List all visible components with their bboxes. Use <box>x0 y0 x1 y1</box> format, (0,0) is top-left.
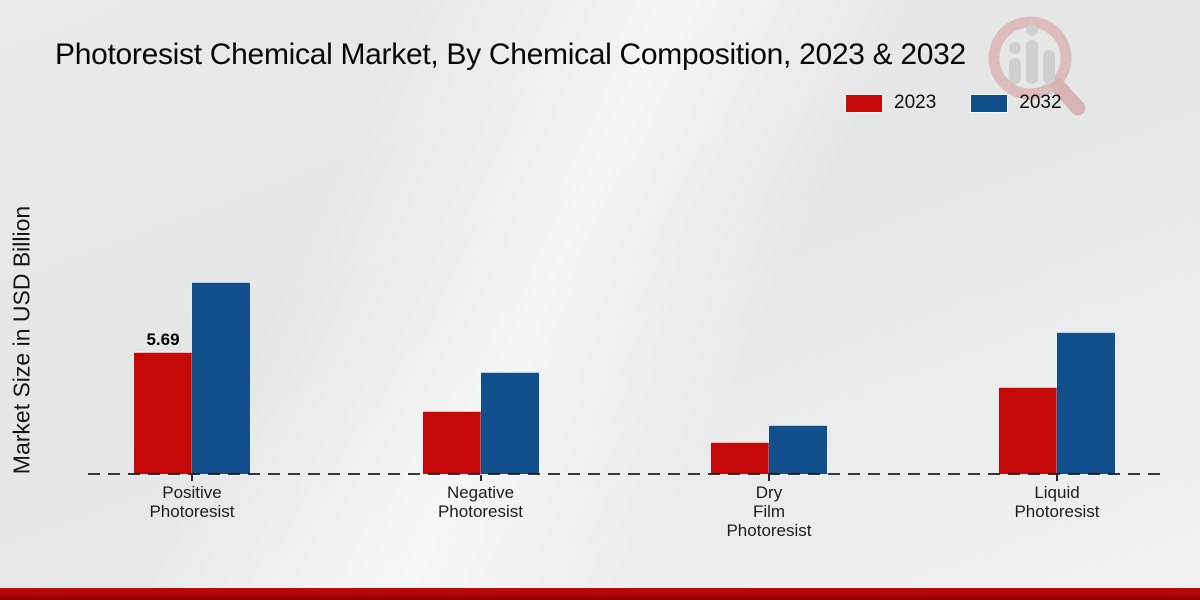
chart-title: Photoresist Chemical Market, By Chemical… <box>55 38 966 71</box>
footer-red-strip <box>0 588 1200 600</box>
x-axis-tick-liquid-photoresist <box>1056 475 1058 481</box>
legend-swatch-2032 <box>970 93 1009 113</box>
legend-swatch-2023 <box>845 93 883 113</box>
bar-2032-negative-photoresist <box>480 372 539 474</box>
bar-group-dry-film-photoresist <box>711 425 827 474</box>
bar-2023-negative-photoresist <box>422 411 481 474</box>
x-axis-tick-dry-film-photoresist <box>768 475 770 481</box>
bar-2023-positive-photoresist <box>134 352 192 474</box>
x-axis-label-dry-film-photoresist: Dry Film Photoresist <box>726 483 812 540</box>
x-axis-label-negative-photoresist: Negative Photoresist <box>437 483 524 521</box>
y-axis-label: Market Size in USD Billion <box>8 205 35 475</box>
x-axis-label-liquid-photoresist: Liquid Photoresist <box>1014 483 1100 521</box>
bar-value-label: 5.69 <box>146 330 180 349</box>
bar-2023-dry-film-photoresist <box>711 442 769 474</box>
legend-item-2032: 2032 <box>970 92 1062 114</box>
bar-2023-liquid-photoresist <box>999 387 1057 474</box>
x-axis-tick-negative-photoresist <box>479 475 482 481</box>
legend-label-2023: 2023 <box>894 92 937 113</box>
bar-2032-dry-film-photoresist <box>769 425 827 474</box>
legend: 2023 2032 <box>845 92 1062 114</box>
bar-2032-positive-photoresist <box>192 282 250 474</box>
bar-group-liquid-photoresist <box>999 332 1115 474</box>
zero-baseline <box>88 473 1168 475</box>
watermark-magnifier-chart-logo-icon <box>988 16 1086 116</box>
x-axis-label-positive-photoresist: Positive Photoresist <box>149 483 235 521</box>
legend-label-2032: 2032 <box>1019 92 1062 113</box>
bar-group-negative-photoresist <box>422 372 539 474</box>
bar-group-positive-photoresist <box>134 282 250 474</box>
legend-item-2023: 2023 <box>845 92 936 114</box>
x-axis-tick-positive-photoresist <box>191 475 193 481</box>
bar-2032-liquid-photoresist <box>1057 332 1115 474</box>
